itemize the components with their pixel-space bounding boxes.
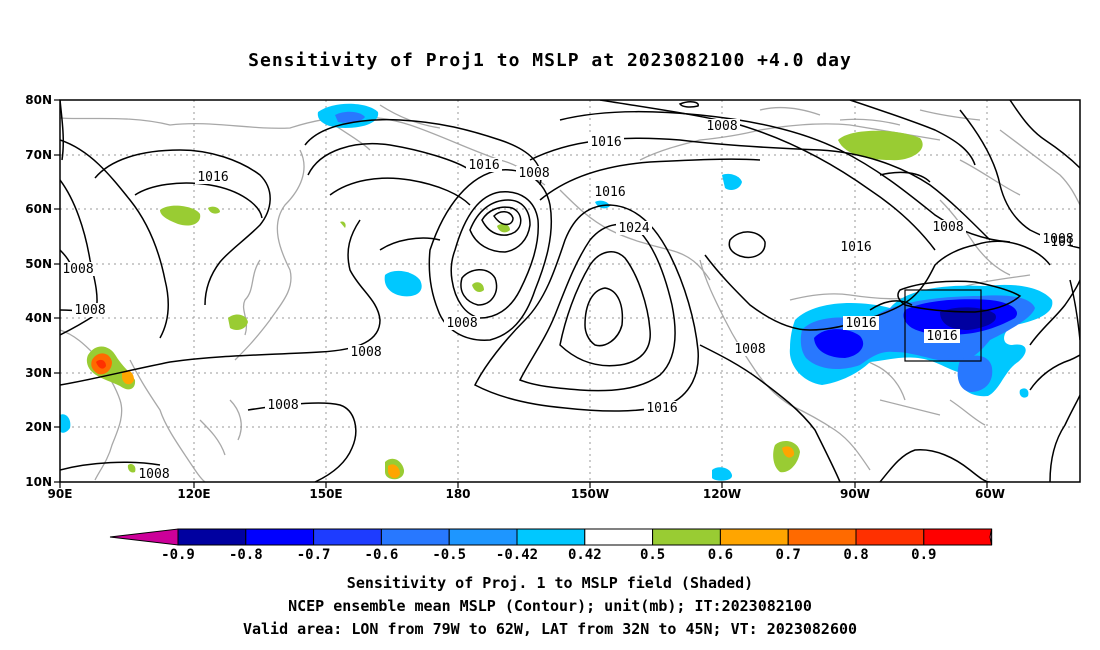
contour-label-bg	[72, 303, 108, 317]
colorbar-tick-label: 0.7	[776, 547, 801, 563]
colorbar-segment	[787, 528, 857, 546]
valid-area-box	[904, 289, 982, 362]
colorbar	[109, 528, 993, 546]
lon-label: 150W	[571, 487, 609, 501]
chart-title: Sensitivity of Proj1 to MSLP at 20230821…	[248, 50, 852, 71]
contour-label-bg	[265, 398, 301, 412]
colorbar-segment	[855, 528, 925, 546]
colorbar-segment	[380, 528, 450, 546]
colorbar-segment	[313, 528, 382, 546]
lon-label: 180	[445, 487, 470, 501]
contour-label-bg	[136, 467, 172, 481]
contour-label: 1016	[840, 240, 871, 255]
contour-label: 1008	[350, 345, 381, 360]
lat-label: 10N	[25, 475, 52, 489]
contour-label: 1008	[734, 342, 765, 357]
colorbar-tick-label: -0.42	[496, 547, 538, 563]
contour-label-bg	[60, 262, 96, 276]
contour-label-bg	[592, 185, 628, 199]
lat-label: 70N	[25, 148, 52, 162]
colorbar-segment	[719, 528, 789, 546]
contour-label-bg	[924, 329, 960, 343]
colorbar-tick-label: 0.8	[843, 547, 868, 563]
lat-label: 30N	[25, 366, 52, 380]
contour-label-bg	[616, 221, 652, 235]
lon-label: 60W	[975, 487, 1005, 501]
axis-ticks	[54, 99, 988, 488]
lon-axis-labels: 90E 120E 150E 180 150W 120W 90W 60W	[48, 487, 1005, 501]
colorbar-segment	[177, 528, 247, 546]
contour-label: 1008	[446, 316, 477, 331]
lat-label: 60N	[25, 202, 52, 216]
contour-label-bg	[843, 316, 879, 330]
contour-label-bg	[1040, 232, 1076, 246]
contour-label-bg	[644, 401, 680, 415]
colorbar-labels: -0.9 -0.8 -0.7 -0.6 -0.5 -0.42 0.42 0.5 0.6 0.7 0.…	[161, 547, 936, 563]
contour-label: 1008	[74, 303, 105, 318]
contour-label-bg	[588, 135, 624, 149]
colorbar-segment	[923, 528, 993, 546]
colorbar-arrow-left	[109, 528, 179, 546]
contour-label-bg	[466, 158, 502, 172]
contour-label-bg	[732, 342, 768, 356]
contour-label: 101	[1050, 235, 1073, 250]
contour-label-bg	[444, 316, 480, 330]
lon-label: 90E	[48, 487, 73, 501]
colorbar-segment	[516, 528, 586, 546]
contour-label: 1016	[845, 316, 876, 331]
colorbar-segment	[448, 528, 518, 546]
contour-label: 1016	[926, 329, 957, 344]
lat-label: 40N	[25, 311, 52, 325]
contour-label: 1008	[267, 398, 298, 413]
lon-label: 120E	[177, 487, 210, 501]
lon-label: 120W	[703, 487, 741, 501]
colorbar-tick-label: -0.7	[297, 547, 331, 563]
sensitivity-shading	[60, 103, 1053, 481]
contour-label: 1008	[1042, 232, 1073, 247]
contour-label: 1008	[62, 262, 93, 277]
colorbar-tick-label: -0.8	[229, 547, 263, 563]
colorbar-tick-label: -0.6	[365, 547, 399, 563]
lat-label: 50N	[25, 257, 52, 271]
contour-label: 1016	[468, 158, 499, 173]
contour-label: 1016	[594, 185, 625, 200]
contour-label: 1016	[590, 135, 621, 150]
colorbar-tick-label: 0.5	[640, 547, 665, 563]
contour-label-bg	[838, 240, 874, 254]
map-frame	[59, 99, 1081, 483]
lon-label: 150E	[309, 487, 342, 501]
contour-label: 1008	[932, 220, 963, 235]
colorbar-segment	[245, 528, 315, 546]
lat-axis-labels: 80N 70N 60N 50N 40N 30N 20N 10N	[25, 93, 52, 489]
colorbar-tick-label: -0.9	[161, 547, 195, 563]
colorbar-tick-label: 0.6	[708, 547, 733, 563]
colorbar-tick-label: 0.42	[568, 547, 602, 563]
contour-label-bg	[930, 220, 966, 234]
colorbar-tick-label: -0.5	[432, 547, 466, 563]
contour-label-bg	[195, 170, 231, 184]
colorbar-arrow-right	[989, 528, 993, 546]
caption-contour: NCEP ensemble mean MSLP (Contour); unit(…	[288, 597, 812, 615]
contour-label: 1008	[706, 119, 737, 134]
colorbar-segment	[652, 528, 721, 546]
lat-label: 20N	[25, 420, 52, 434]
contour-labels: 1008 1016 1016 1008 1016 1016 1024 1008 1016 1008…	[60, 119, 1076, 482]
colorbar-segment	[584, 528, 654, 546]
contour-label: 1016	[646, 401, 677, 416]
contour-label: 1024	[618, 221, 649, 236]
mslp-contours	[60, 100, 1080, 482]
lat-label: 80N	[25, 93, 52, 107]
contour-label: 1008	[518, 166, 549, 181]
map-body: 1008 1016 1016 1008 1016 1016 1024 1008 1016 1008…	[60, 100, 1080, 482]
contour-label-bg	[348, 345, 384, 359]
contour-label: 1016	[197, 170, 228, 185]
contour-label-bg	[704, 119, 740, 133]
contour-label-bg	[516, 166, 552, 180]
colorbar-tick-label: 0.9	[911, 547, 936, 563]
caption-shaded: Sensitivity of Proj. 1 to MSLP field (Sh…	[346, 574, 754, 592]
lon-label: 90W	[840, 487, 870, 501]
contour-label: 1008	[138, 467, 169, 482]
caption-valid-area: Valid area: LON from 79W to 62W, LAT fro…	[242, 620, 858, 638]
